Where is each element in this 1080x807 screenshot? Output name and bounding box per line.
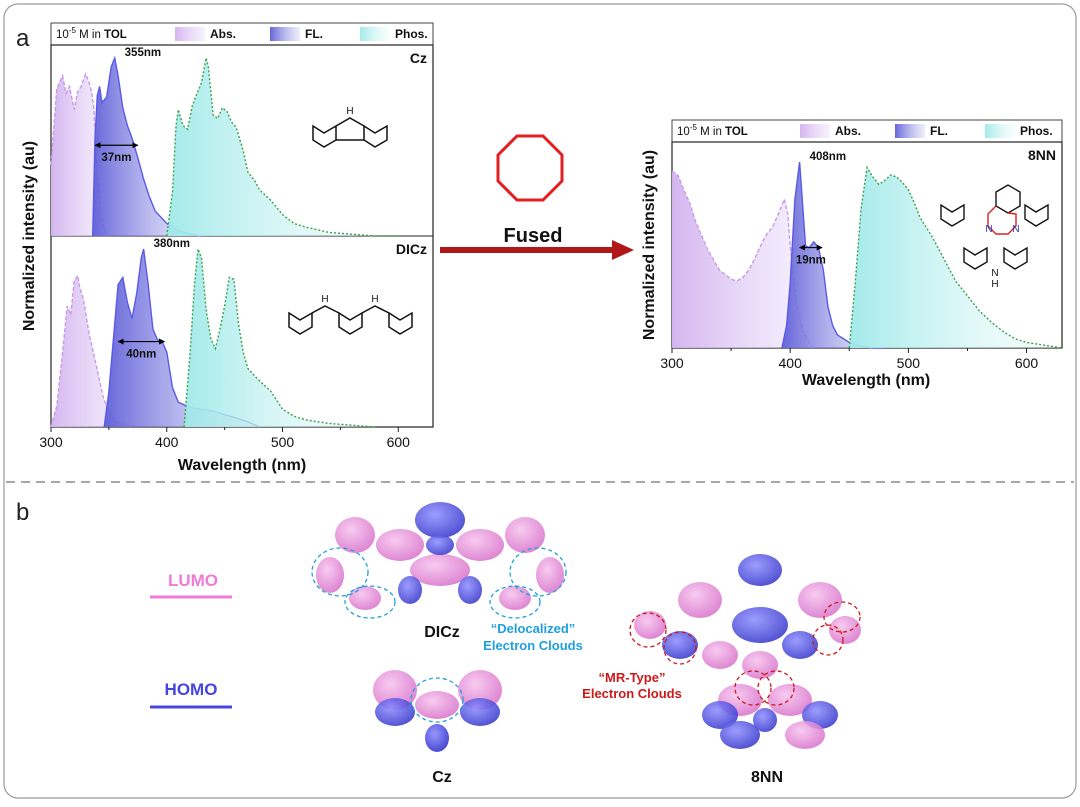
x-tick-label-left-400: 400 [155,434,179,450]
8nn-h: H [991,279,998,290]
delocalized-label-1: “Delocalized” [491,621,576,636]
legend-abs-right: Abs. [835,124,861,138]
octagon-icon [496,134,564,202]
y-axis-label-left: Normalized intensity (au) [21,141,38,331]
peak-label-cz: 355nm [125,47,161,59]
plot-cz: Cz 355nm 37nm [50,47,427,237]
legend-conc-right: 10-5 M in TOL [677,123,748,138]
x-axis-right: 300 400 500 600 [660,348,1038,371]
fused-label: Fused [504,225,563,247]
legend-swatch-phos-left [360,27,390,41]
panel-b-label: b [16,499,29,526]
series-area-fl-8nn [781,162,885,348]
series-line-abs-dicz [50,273,133,428]
x-tick-label-left-500: 500 [271,434,295,450]
cz-orbital-label: Cz [432,769,452,786]
x-axis-label-right: Wavelength (nm) [802,372,930,389]
series-line-phos-dicz [183,248,376,428]
y-axis-label-right: Normalized intensity (au) [641,150,658,340]
8nn-nh: N [991,268,998,279]
x-tick-label-left-600: 600 [387,434,411,450]
dicz-orbital-label: DICz [424,624,460,641]
compound-label-dicz: DICz [396,241,427,257]
legend-swatch-fl-right [895,124,925,138]
compound-label-8nn: 8NN [1028,147,1056,163]
x-tick-label-left-300: 300 [39,434,63,450]
legend-abs-left: Abs. [210,27,236,41]
legend-swatch-abs-left [175,27,205,41]
series-area-phos-8nn [849,167,1062,348]
series-line-abs-8nn [671,170,815,349]
series-area-fl-cz [92,58,202,236]
series-line-phos-8nn [848,165,1063,349]
x-axis-label-left: Wavelength (nm) [178,457,306,474]
mrtype-label-1: “MR-Type” [599,670,666,685]
legend-swatch-abs-right [800,124,830,138]
fwhm-label-8nn: 19nm [796,255,826,267]
dicz-orbital-image [311,502,567,619]
x-tick-label-right-600: 600 [1015,355,1039,371]
series-line-fl-cz [92,55,202,237]
series-area-phos-cz [166,58,399,236]
dicz-molecule [288,305,413,335]
legend-fl-left: FL. [305,27,323,41]
legend-phos-right: Phos. [1020,124,1053,138]
dicz-molecule-nh1: H [321,294,328,305]
legend-swatch-phos-right [985,124,1015,138]
peak-label-8nn: 408nm [810,151,846,163]
8nn-n-left: N [985,224,992,235]
fused-arrow-icon [440,240,634,260]
right-chart: 10-5 M in TOL Abs. FL. Phos. 8NN 408nm 19n… [641,119,1063,389]
plot-dicz: DICz 380nm 40nm [50,238,427,428]
series-area-phos-dicz [184,249,376,427]
legend-fl-right: FL. [930,124,948,138]
fwhm-label-cz: 37nm [101,152,131,164]
legend-swatch-fl-left [270,27,300,41]
series-line-phos-cz [166,57,399,237]
8nn-orbital-label: 8NN [751,769,783,786]
left-chart: 10-5 M in TOL Abs. FL. Phos. Cz 355nm 37nm… [21,22,434,474]
cz-orbital-image [373,670,502,752]
series-line-abs-cz [50,72,110,237]
legend-conc-left: 10-5 M in TOL [56,26,127,41]
panel-a-label: a [16,25,30,52]
8nn-orbital-image [629,554,861,749]
legend-phos-left: Phos. [395,27,428,41]
delocalized-label-2: Electron Clouds [483,638,583,653]
mrtype-label-2: Electron Clouds [582,686,682,701]
cz-molecule-nh: H [346,106,353,117]
peak-label-dicz: 380nm [154,238,190,250]
x-tick-label-right-400: 400 [779,355,803,371]
8nn-molecule [940,184,1049,270]
lumo-label: LUMO [168,571,218,590]
x-axis-left: 300 400 500 600 [39,427,410,450]
compound-label-cz: Cz [410,50,427,66]
x-tick-label-right-500: 500 [897,355,921,371]
fwhm-label-dicz: 40nm [126,349,156,361]
dicz-molecule-nh2: H [371,294,378,305]
series-area-fl-dicz [104,249,260,427]
homo-label: HOMO [165,680,218,699]
x-tick-label-right-300: 300 [660,355,684,371]
8nn-n-right: N [1012,224,1019,235]
plot-8nn: 8NN 408nm 19nm [671,147,1063,349]
cz-molecule [312,117,388,148]
